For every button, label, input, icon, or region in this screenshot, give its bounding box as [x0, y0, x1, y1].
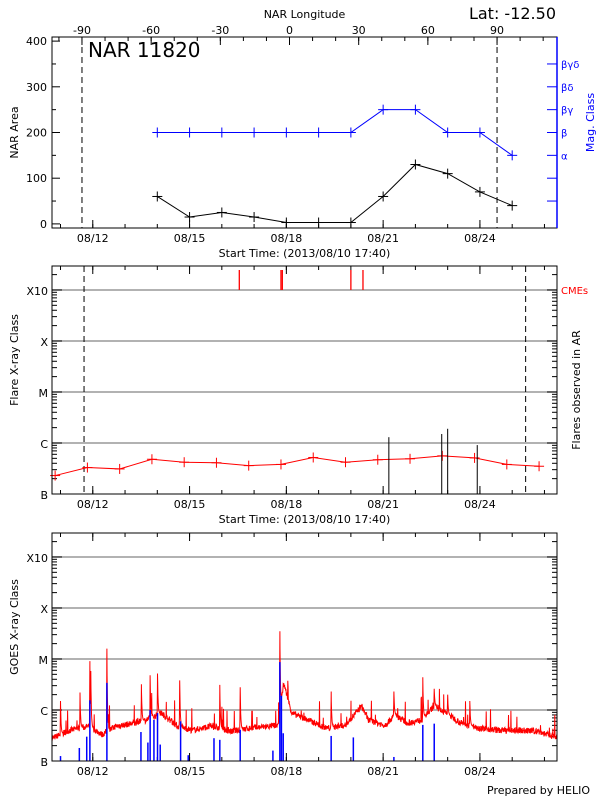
y-tick-label: 200: [26, 127, 47, 140]
x-tick-label: 08/24: [464, 498, 496, 511]
lon-tick-label: -30: [211, 24, 229, 37]
lon-tick-label: 90: [490, 24, 504, 37]
y-tick-label: M: [39, 654, 49, 667]
y-tick-label: X10: [26, 552, 48, 565]
latitude-label: Lat: -12.50: [469, 4, 556, 23]
y-axis-label: GOES X-ray Class: [8, 579, 21, 675]
y-tick-label: 0: [40, 218, 47, 231]
lon-tick-label: -60: [142, 24, 160, 37]
lon-tick-label: 30: [352, 24, 366, 37]
x-axis-label: Start Time: (2013/08/10 17:40): [219, 513, 391, 526]
y-tick-label: 400: [26, 35, 47, 48]
x-tick-label: 08/18: [271, 498, 303, 511]
y-tick-label: C: [40, 438, 48, 451]
mag-class-tick-label: α: [561, 151, 568, 162]
lon-tick-label: 0: [286, 24, 293, 37]
x-tick-label: 08/21: [367, 765, 399, 778]
x-tick-label: 08/24: [464, 765, 496, 778]
x-tick-label: 08/18: [271, 232, 303, 245]
y-tick-label: X: [40, 603, 48, 616]
y-axis-label: Flare X-ray Class: [8, 314, 21, 406]
right-axis-label: Mag. Class: [584, 93, 597, 152]
top-axis-label: NAR Longitude: [264, 8, 346, 21]
y-tick-label: B: [40, 489, 48, 502]
goes-red-flux-line: [51, 631, 558, 742]
area-series-line: [157, 163, 513, 224]
right-axis-label: Flares observed in AR: [570, 330, 583, 450]
mag-class-tick-label: βδ: [561, 83, 574, 94]
x-tick-label: 08/21: [367, 232, 399, 245]
y-tick-label: X10: [26, 285, 48, 298]
x-tick-label: 08/15: [174, 232, 206, 245]
y-tick-label: 100: [26, 172, 47, 185]
x-axis-label: Start Time: (2013/08/10 17:40): [219, 247, 391, 260]
cme-label: CMEs: [561, 286, 588, 297]
x-tick-label: 08/21: [367, 498, 399, 511]
footer-credit: Prepared by HELIO: [487, 784, 590, 797]
y-tick-label: B: [40, 756, 48, 769]
region-title: NAR 11820: [88, 38, 201, 62]
mag-class-tick-label: βγ: [561, 106, 573, 117]
x-tick-label: 08/12: [77, 498, 109, 511]
y-tick-label: X: [40, 336, 48, 349]
panel-flare-class: B C M X X10 08/12 08/15 08/18 08/21 08/24 Start Ti…: [8, 265, 588, 526]
x-tick-label: 08/12: [77, 765, 109, 778]
plot-frame: [51, 532, 558, 762]
x-tick-label: 08/12: [77, 232, 109, 245]
mag-class-tick-label: βγδ: [561, 60, 579, 71]
mag-class-series-line: [157, 109, 513, 156]
panel-goes-xray: B C M X X10 08/12 08/15 08/18 08/21 08/24 GOES X-r…: [8, 532, 558, 778]
x-tick-label: 08/15: [174, 498, 206, 511]
x-tick-label: 08/18: [271, 765, 303, 778]
lon-tick-label: -90: [73, 24, 91, 37]
y-tick-label: C: [40, 705, 48, 718]
panel-nar-area: 08/12 08/15 08/18 08/21 08/24 Start Time: (20…: [8, 8, 597, 260]
y-tick-label: M: [39, 387, 49, 400]
y-tick-label: 300: [26, 81, 47, 94]
lon-tick-label: 60: [421, 24, 435, 37]
background-flux-line: [55, 455, 540, 477]
x-tick-label: 08/24: [464, 232, 496, 245]
plot-frame: [51, 265, 558, 495]
mag-class-tick-label: β: [561, 129, 567, 140]
y-axis-label: NAR Area: [8, 106, 21, 158]
x-tick-label: 08/15: [174, 765, 206, 778]
